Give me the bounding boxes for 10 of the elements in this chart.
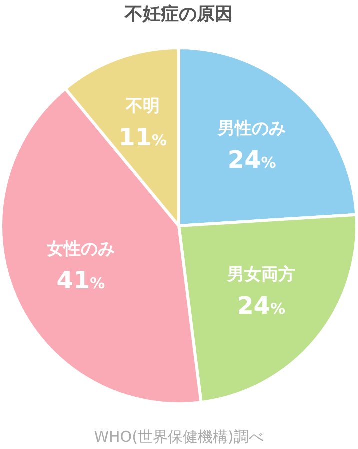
slice-label: 不明 (124, 96, 160, 117)
slice-label: 女性のみ (46, 239, 115, 260)
data-label: 41% (56, 266, 106, 294)
slice-label: 男性のみ (217, 119, 286, 140)
data-label: 11% (118, 124, 168, 152)
chart-title: 不妊症の原因 (124, 4, 233, 25)
slice-label: 男女両方 (226, 265, 296, 286)
text: WHO(世界保健機構)調べ (94, 428, 264, 446)
data-label: 24% (237, 292, 286, 320)
data-label: 24% (228, 146, 276, 174)
